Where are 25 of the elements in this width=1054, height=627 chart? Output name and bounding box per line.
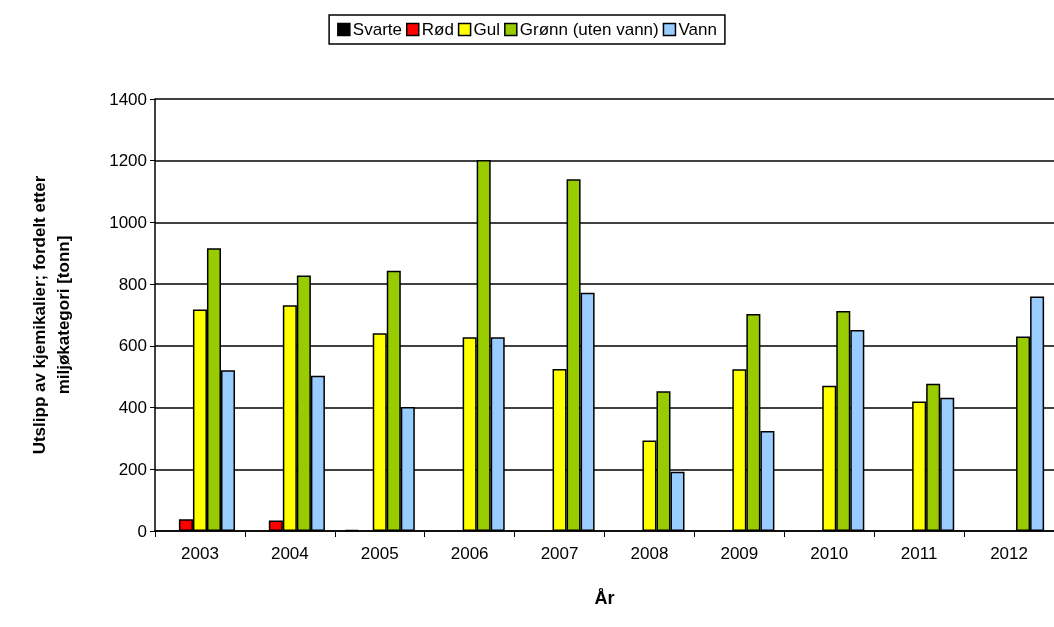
x-tick-label: 2005 <box>360 544 399 563</box>
x-tick-label: 2008 <box>630 544 669 563</box>
legend-label: Grønn (uten vann) <box>519 20 659 39</box>
x-tick-label: 2009 <box>720 544 759 563</box>
y-tick-label: 800 <box>118 274 147 294</box>
y-tick-label: 0 <box>137 521 147 541</box>
y-tick-label: 1400 <box>109 89 147 109</box>
y-tick-label: 400 <box>118 398 147 418</box>
x-tick-label: 2007 <box>540 544 579 563</box>
x-tick-label: 2003 <box>181 544 219 563</box>
legend-label: Svarte <box>352 20 402 39</box>
x-tick-label: 2012 <box>990 544 1028 563</box>
x-tick-label: 2010 <box>810 544 849 563</box>
legend-label: Gul <box>473 20 501 39</box>
y-tick-label: 1200 <box>109 151 147 171</box>
y-axis-title: Utslipp av kjemikalier; fordelt etter miljøkategori [tonn] <box>29 175 73 455</box>
legend-label: Rød <box>421 20 454 39</box>
x-tick-label: 2011 <box>900 544 938 563</box>
y-tick-label: 200 <box>118 459 147 479</box>
x-tick-label: 2004 <box>270 544 309 563</box>
legend-label: Vann <box>678 20 717 39</box>
y-tick-label: 1000 <box>109 212 147 232</box>
y-tick-label: 600 <box>118 336 147 356</box>
x-axis-title: År <box>594 588 615 608</box>
x-tick-label: 2006 <box>450 544 489 563</box>
